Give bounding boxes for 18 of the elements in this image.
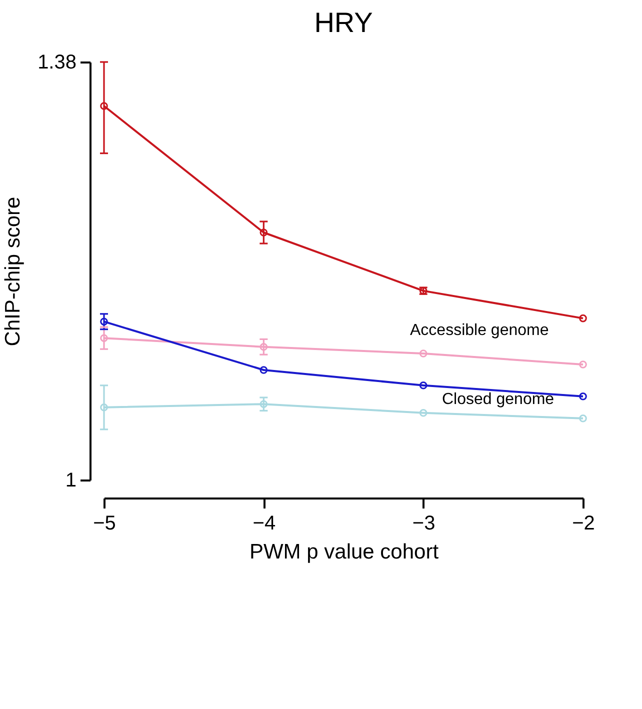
x-tick-label: −2 [572,512,595,534]
x-axis-title: PWM p value cohort [249,540,439,564]
point [260,228,268,236]
point [419,381,428,390]
annotation: Closed genome [442,391,554,409]
point [260,400,268,408]
x-tick-label: −3 [412,512,436,534]
point [260,342,268,351]
x-tick-label: −5 [93,512,116,534]
y-tick-label: 1 [65,470,76,492]
chart-title: HRY [314,7,374,38]
y-axis-title: ChIP-chip score [2,196,25,346]
x-tick-label: −4 [252,512,276,534]
point [419,408,428,417]
point [260,366,268,374]
point [419,350,428,358]
annotation: Accessible genome [410,322,549,340]
y-tick-label: 1.38 [38,52,76,74]
